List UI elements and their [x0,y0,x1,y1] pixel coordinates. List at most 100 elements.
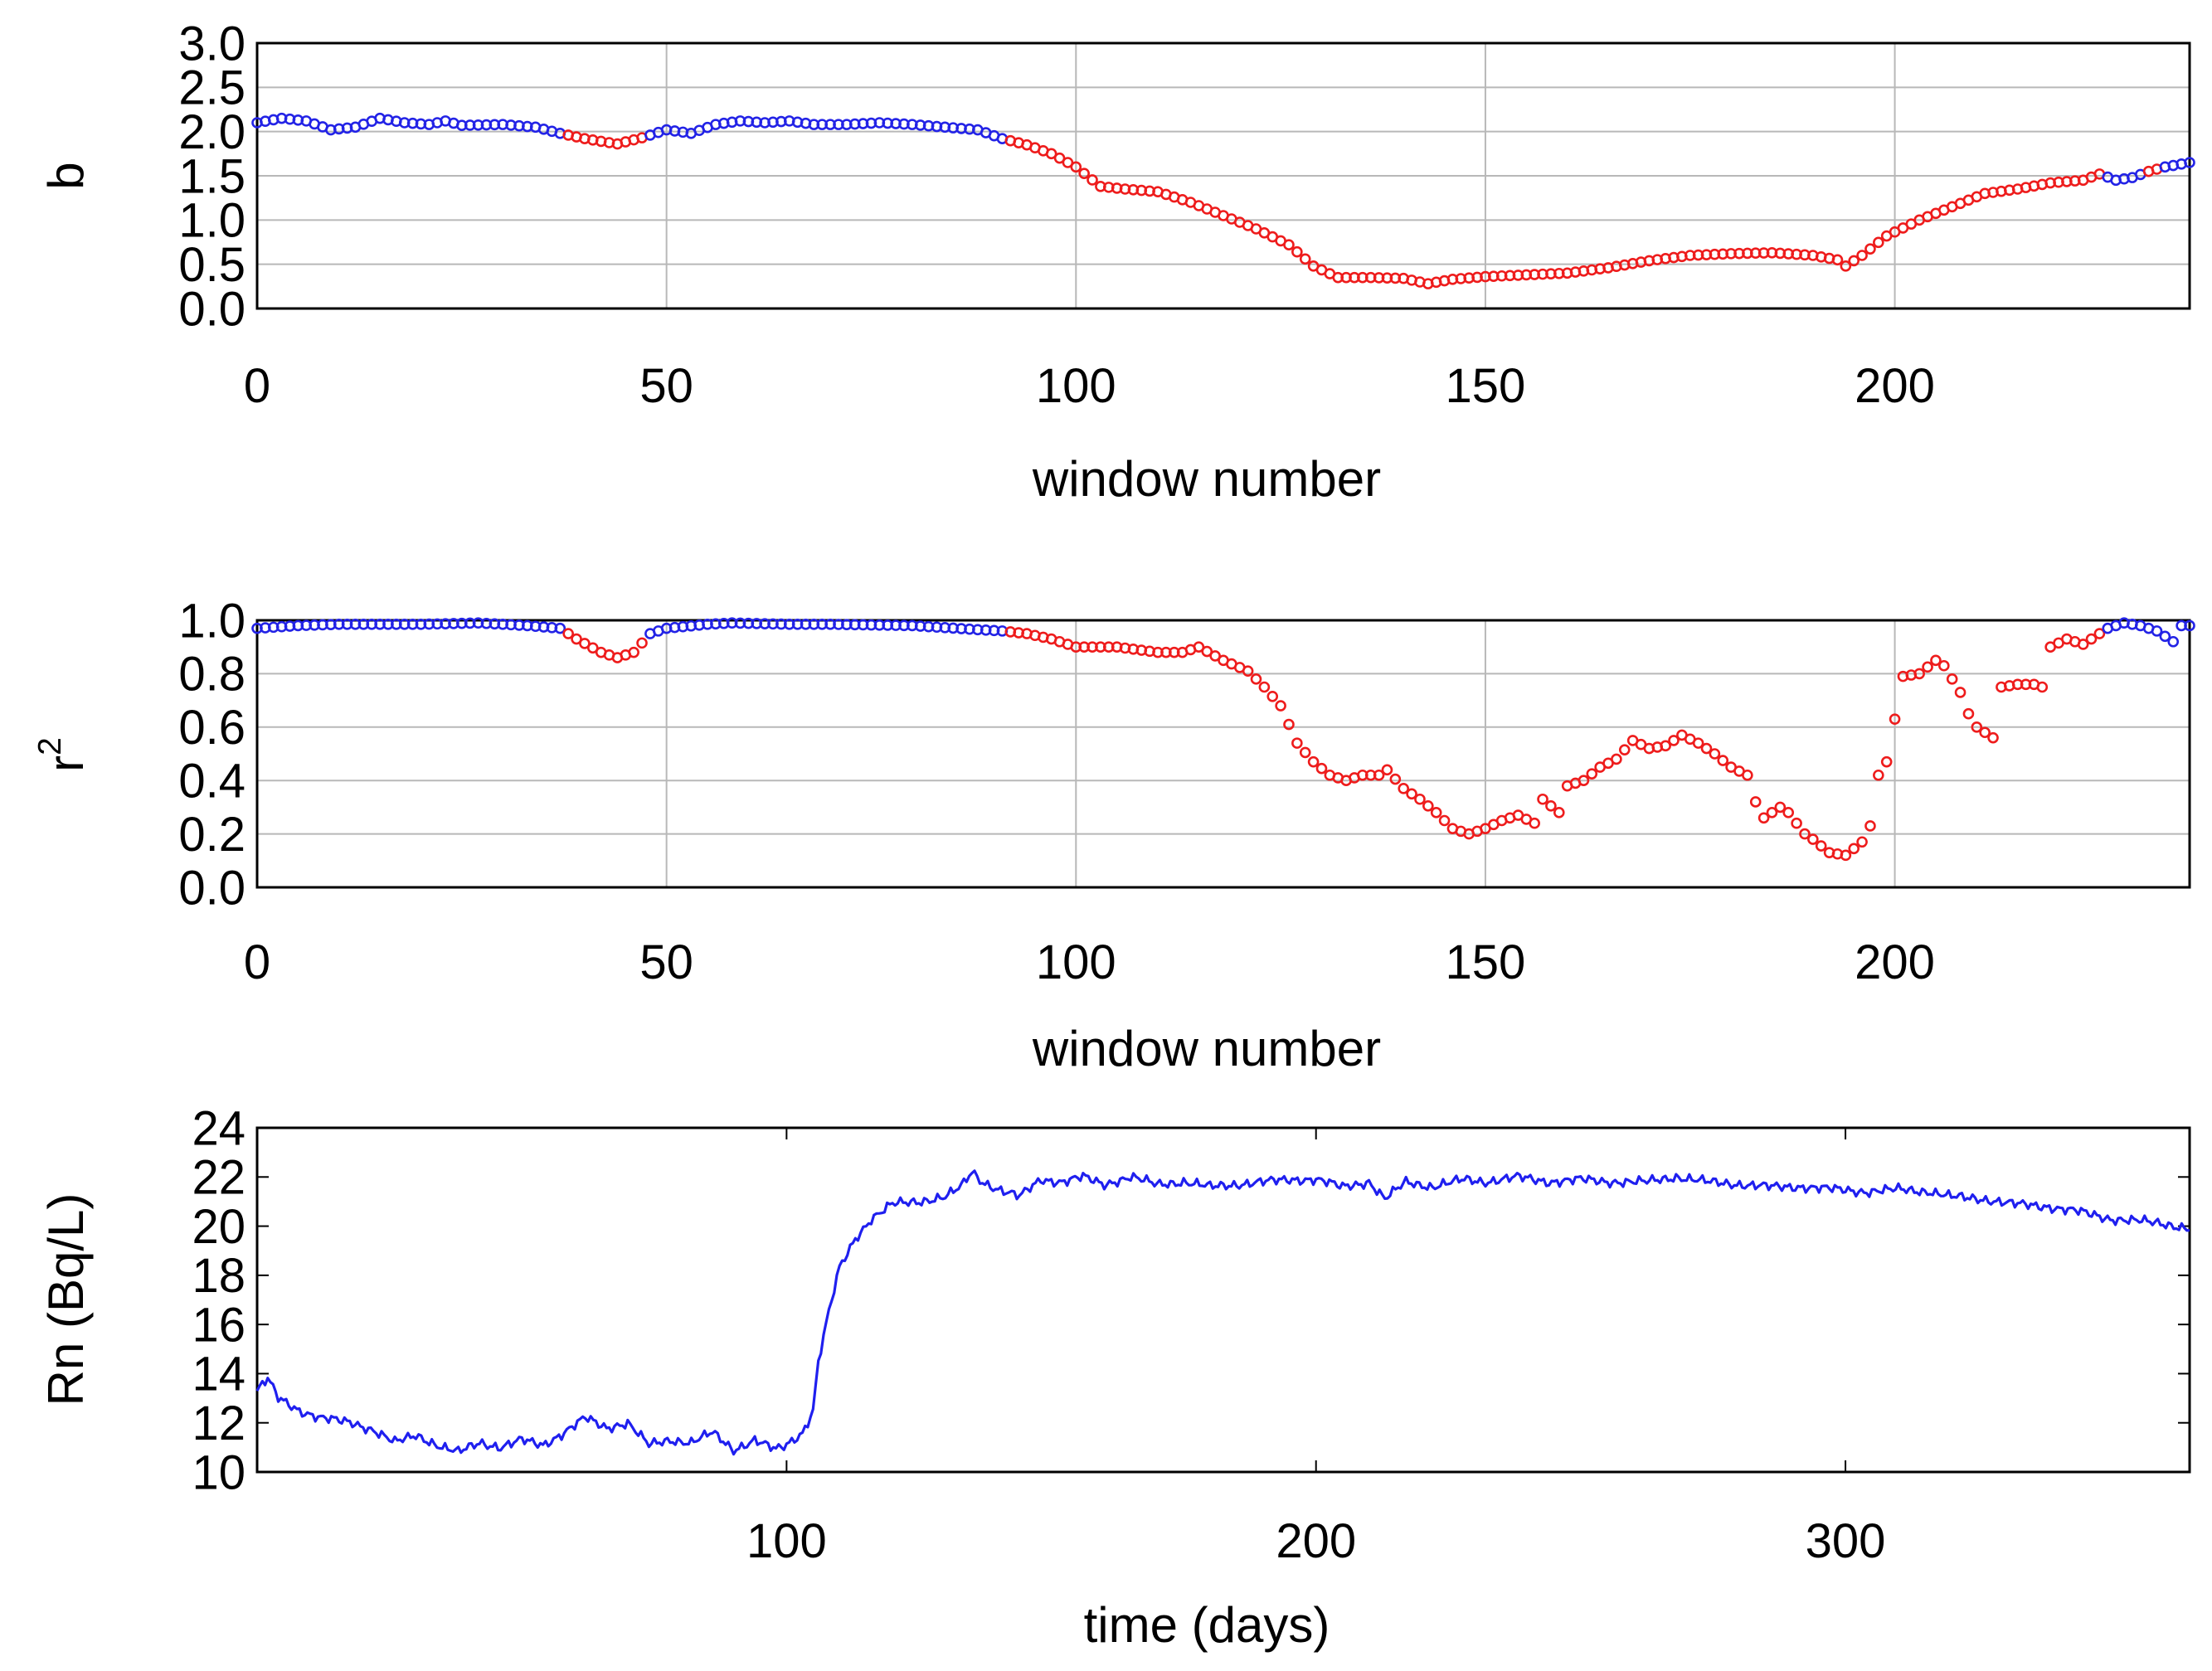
x-tick-label: 50 [639,935,693,989]
data-point [1266,690,1279,702]
data-point [1291,245,1303,258]
y-tick-label: 20 [192,1200,246,1254]
data-point [2159,630,2171,643]
data-point [1660,740,1671,752]
data-point [1831,254,1844,266]
y-tick-label: 22 [192,1151,246,1205]
data-point [1209,650,1221,662]
plot-frame [255,619,2191,889]
data-point [1283,718,1295,731]
data-point [1053,152,1066,164]
x-tick-label: 0 [244,935,270,989]
data-point [1529,817,1540,829]
data-point [586,642,599,654]
data-point [2151,625,2163,637]
data-point [1078,168,1090,179]
data-point [1611,753,1622,765]
data-point [1250,673,1262,685]
y-tick-label: 18 [192,1249,246,1303]
data-point [1242,665,1254,677]
data-point [1668,735,1680,746]
x-tick-label: 100 [746,1514,827,1568]
x-tick-label: 100 [1036,935,1116,989]
data-point [1848,843,1860,855]
y-tick-label: 3.0 [178,17,246,70]
x-tick-label: 200 [1855,935,1935,989]
data-point [562,628,574,639]
y-tick-label: 10 [192,1445,246,1499]
data-point [2093,628,2106,639]
data-point [1193,641,1205,653]
x-axis-label: time (days) [1084,1597,1330,1653]
x-tick-label: 0 [244,359,270,413]
y-tick-label: 0.2 [178,808,246,862]
radon-series-line [255,1169,2190,1456]
data-point [1414,793,1426,805]
data-point [1791,817,1802,829]
y-tick-label: 0.0 [178,861,246,915]
y-axis-label: Rn (Bq/L) [38,1193,94,1406]
x-tick-label: 200 [1855,359,1935,413]
y-tick-label: 0.0 [178,282,246,336]
data-series [251,112,2195,289]
x-axis-label: window number [1032,1021,1381,1076]
x-tick-label: 150 [1446,359,1526,413]
y-tick-label: 0.8 [178,648,246,702]
data-point [1848,255,1860,267]
data-point [1807,833,1819,845]
data-point [571,633,582,645]
data-point [1946,673,1958,685]
x-axis-label: window number [1032,451,1381,507]
data-point [1692,737,1704,749]
data-point [1815,840,1827,852]
data-point [1700,742,1713,755]
data-point [1201,645,1213,658]
data-point [1537,793,1548,805]
y-tick-label: 14 [192,1348,246,1401]
data-point [1087,174,1098,186]
data-point [1406,788,1417,800]
data-point [1913,668,1925,680]
data-point [1840,260,1852,272]
data-point [1438,814,1451,827]
data-point [1856,836,1868,848]
data-point [1757,812,1770,824]
data-point [2077,639,2089,650]
data-point [1045,148,1057,160]
data-point [1766,807,1778,818]
data-point [1856,250,1868,261]
y-axis-label: b [38,162,94,189]
data-series [251,617,2195,862]
plot-frame [255,41,2191,310]
data-point [1717,755,1729,766]
x-tick-label: 100 [1036,359,1116,413]
data-point [1373,769,1385,781]
data-point [1962,707,1975,720]
data-point [1283,239,1295,251]
data-point [1799,828,1811,840]
data-point [1275,700,1286,712]
x-tick-label: 200 [1276,1514,1356,1568]
r-squared-chart: 0.00.20.40.60.81.0 0 50 100 150 200 window num… [32,594,2195,1076]
data-point [1742,769,1753,781]
data-point [1840,849,1852,862]
data-point [2184,619,2195,632]
data-point [1389,773,1402,785]
data-point [1954,687,1966,698]
data-point [1873,236,1884,249]
y-tick-label: 16 [192,1298,246,1352]
data-point [1774,801,1787,814]
data-point [1971,721,1983,733]
data-point [1258,681,1271,693]
data-point [1545,799,1557,812]
data-point [1864,820,1876,832]
data-point [628,646,639,658]
data-point [579,638,591,649]
data-point [1749,796,1762,808]
data-point [1782,807,1795,818]
data-point [1873,769,1884,781]
data-point [2036,681,2049,693]
data-point [1618,744,1631,755]
y-axis-label: r2 [32,737,94,772]
data-point [1070,161,1082,173]
